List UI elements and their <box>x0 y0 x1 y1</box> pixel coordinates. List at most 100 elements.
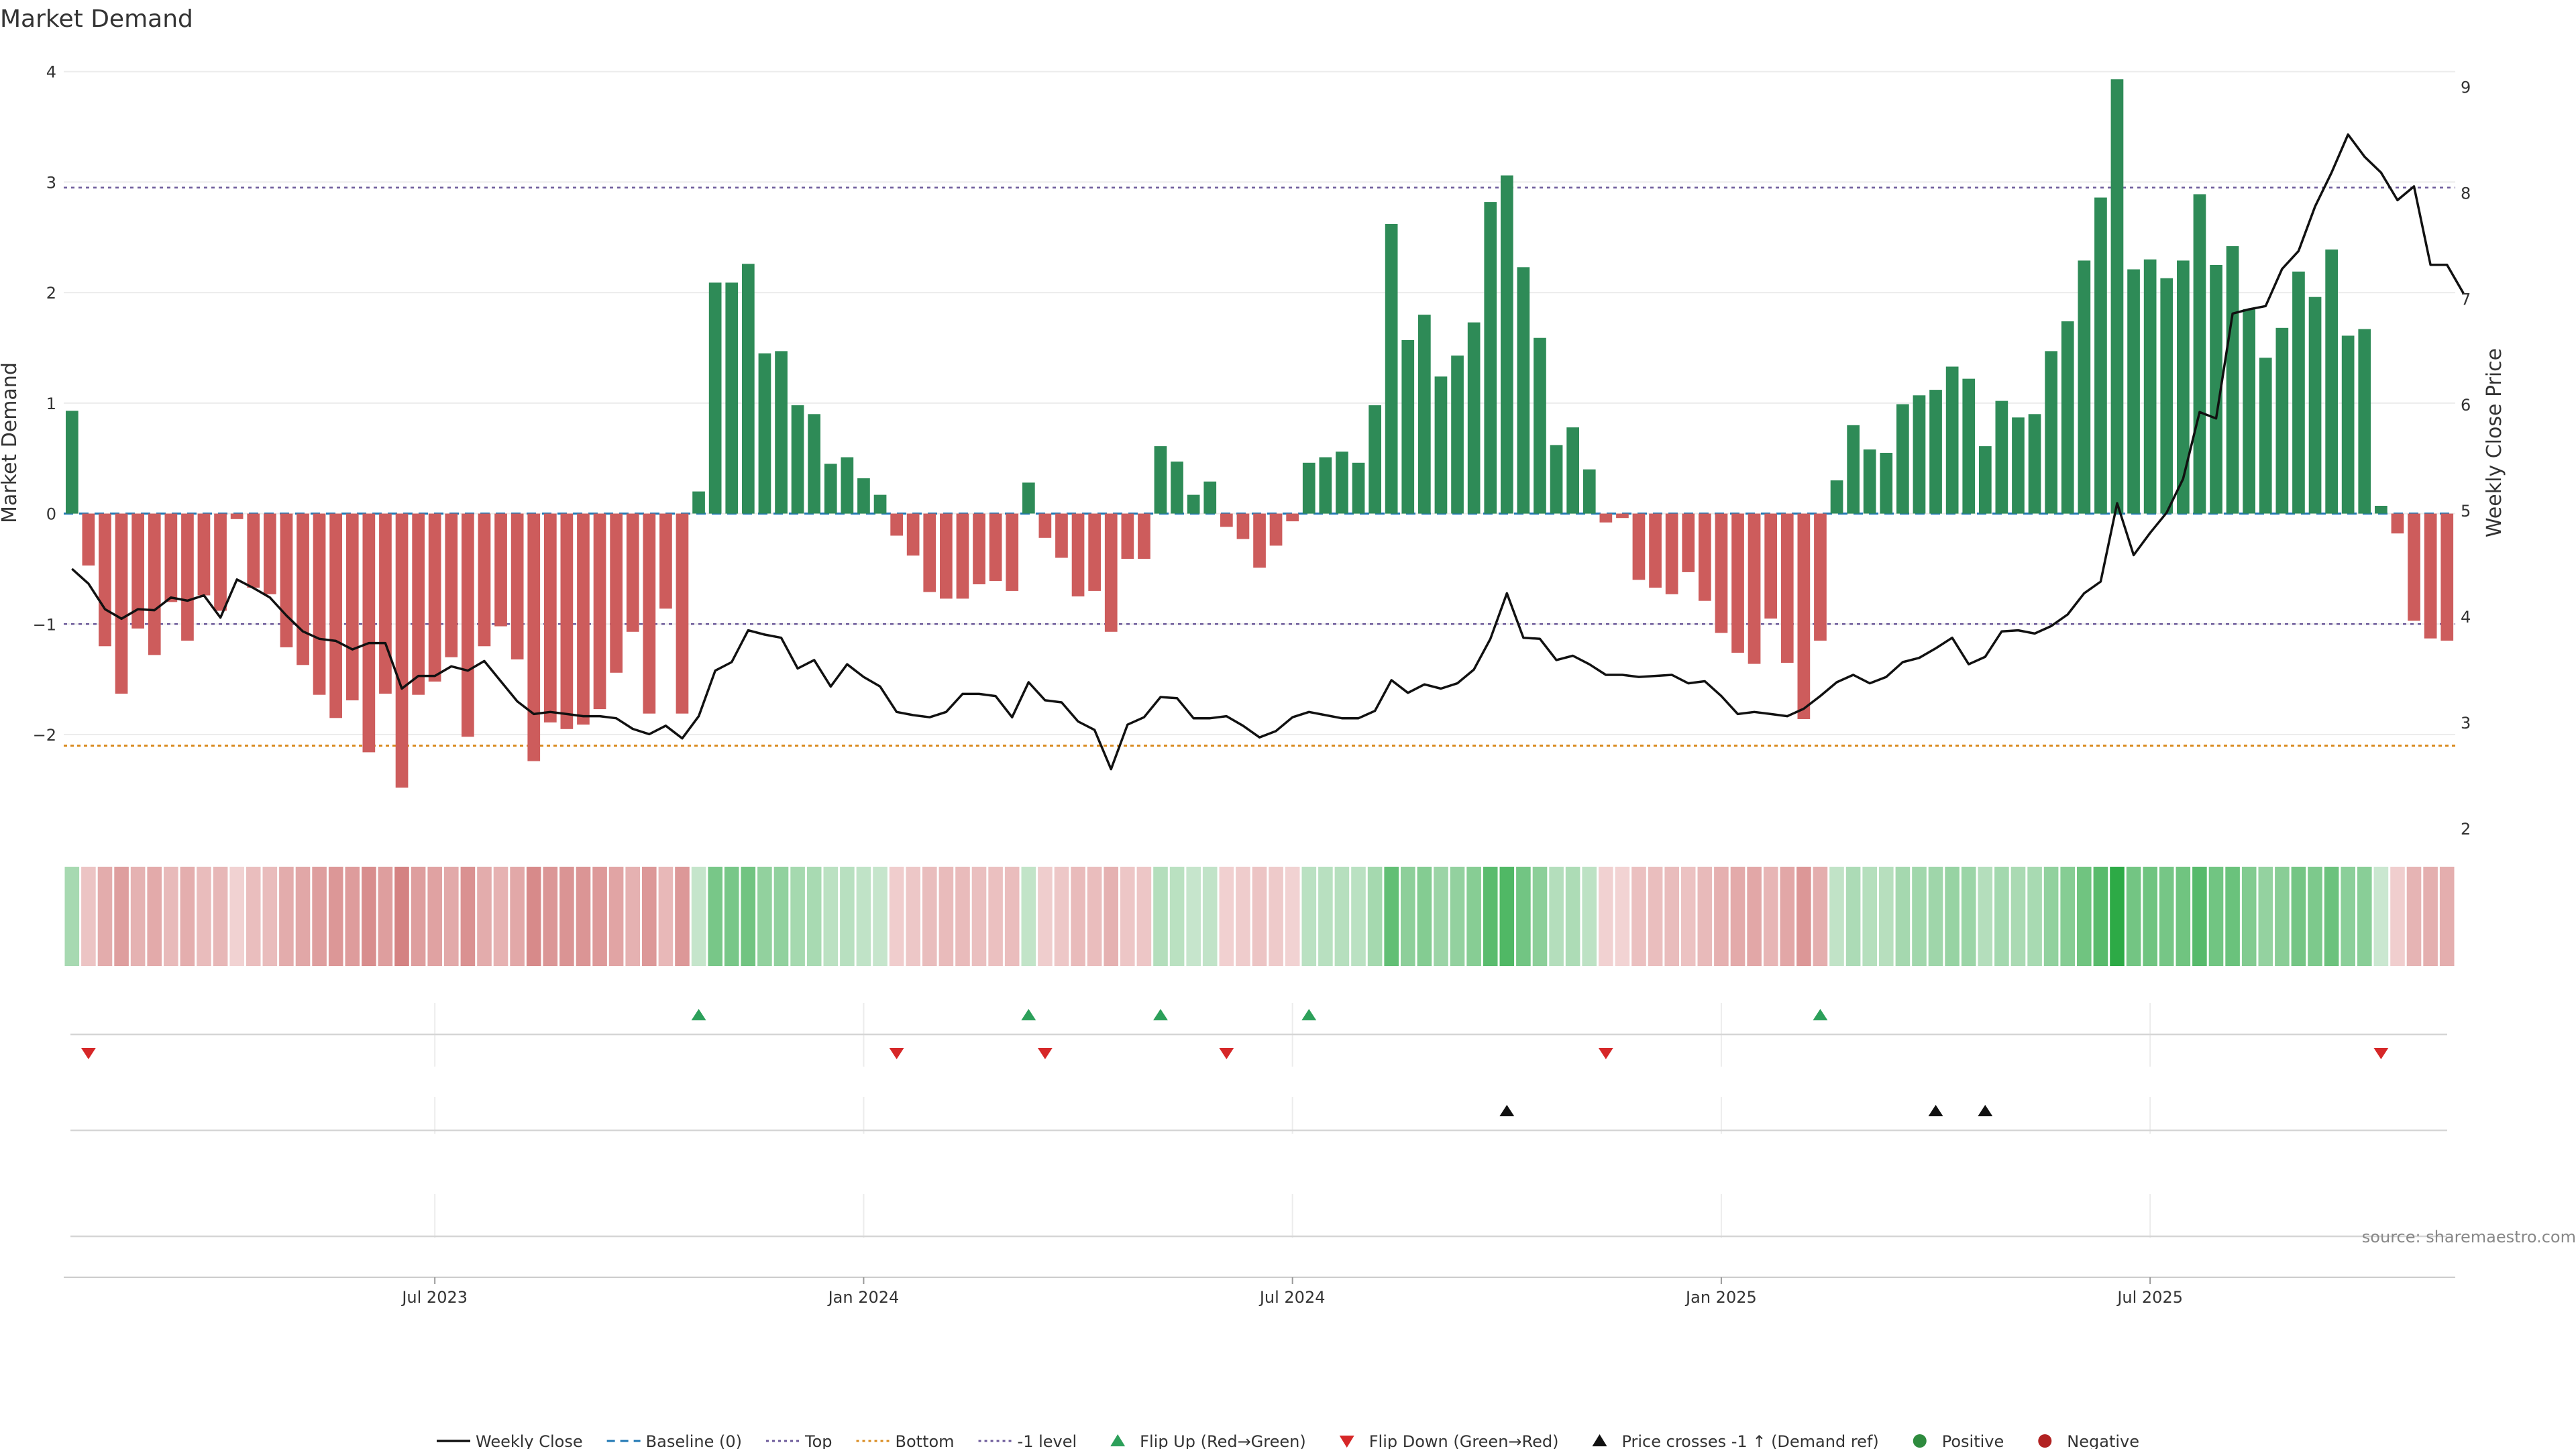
heat-cell <box>2324 867 2339 966</box>
demand-bar <box>1665 513 1678 594</box>
heat-cell <box>2275 867 2290 966</box>
heat-cell <box>1120 867 1135 966</box>
demand-bar <box>99 513 111 647</box>
demand-bar <box>362 513 376 753</box>
heat-cell <box>873 867 888 966</box>
demand-bar <box>2243 309 2255 514</box>
demand-bar <box>230 513 244 519</box>
heat-cell <box>180 867 195 966</box>
heat-cell <box>1978 867 1993 966</box>
demand-bar <box>82 513 95 566</box>
demand-bar <box>1319 457 1332 514</box>
x-tick-label: Jul 2023 <box>400 1288 468 1307</box>
demand-bar <box>2391 513 2404 534</box>
heat-cell <box>2241 867 2257 966</box>
heat-cell <box>197 867 211 966</box>
x-tick-label: Jan 2024 <box>827 1288 900 1307</box>
weekly-close-line-group <box>71 133 2465 771</box>
heat-cell <box>2176 867 2191 966</box>
demand-bar <box>214 513 227 611</box>
demand-bar <box>1501 175 1513 514</box>
heat-cell <box>1071 867 1085 966</box>
demand-bar <box>758 353 771 514</box>
demand-bar <box>1484 202 1497 514</box>
heat-cell <box>2225 867 2240 966</box>
flip-down-marker <box>2373 1048 2389 1059</box>
heat-cell <box>2027 867 2042 966</box>
heat-cell <box>1912 867 1927 966</box>
demand-bar <box>1582 469 1596 514</box>
heat-cell <box>2208 867 2224 966</box>
heat-cell <box>955 867 970 966</box>
heat-cell <box>1565 867 1580 966</box>
demand-bar <box>2028 414 2041 514</box>
heat-cell <box>460 867 476 966</box>
heat-cell <box>1367 867 1383 966</box>
heat-cell <box>1401 867 1415 966</box>
demand-bar <box>775 351 788 514</box>
demand-bar <box>2275 327 2289 514</box>
demand-bar <box>1715 513 1728 633</box>
heat-cell <box>608 867 624 966</box>
heat-cell <box>411 867 426 966</box>
heat-cell <box>2423 867 2438 966</box>
demand-bar <box>791 405 804 514</box>
heat-cell <box>427 867 442 966</box>
demand-bar <box>478 513 491 647</box>
heat-cell <box>988 867 1003 966</box>
demand-bar <box>560 513 574 729</box>
heat-cell <box>741 867 756 966</box>
heat-cell <box>1780 867 1795 966</box>
demand-bar <box>1286 513 1299 522</box>
demand-bar <box>2226 246 2239 514</box>
heat-cell <box>1615 867 1630 966</box>
heat-cell <box>840 867 855 966</box>
event-panels <box>70 1003 2447 1238</box>
demand-bar <box>857 478 870 514</box>
heat-cell <box>1038 867 1053 966</box>
flip-up-marker <box>1152 1009 1168 1020</box>
demand-bar <box>2160 278 2174 514</box>
heat-cell <box>1285 867 1300 966</box>
legend-label: Baseline (0) <box>646 1432 742 1449</box>
heat-cell <box>576 867 591 966</box>
legend-swatch <box>2038 1434 2052 1448</box>
demand-bar <box>742 264 755 514</box>
demand-bar <box>1451 356 1464 514</box>
demand-bar <box>345 513 359 700</box>
heat-cell <box>2159 867 2174 966</box>
demand-bar <box>1187 494 1200 514</box>
heat-cell <box>642 867 657 966</box>
demand-bar <box>676 513 689 714</box>
demand-bar <box>329 513 342 718</box>
y2-tick-label: 6 <box>2461 396 2471 415</box>
heat-cell <box>773 867 789 966</box>
heat-cell <box>559 867 574 966</box>
y2-axis-ticks: 2 3 4 5 6 7 8 9 <box>2461 78 2471 839</box>
price-cross-marker <box>1499 1105 1515 1116</box>
y-tick-label: −1 <box>33 615 56 634</box>
heat-cell <box>229 867 244 966</box>
demand-bar <box>1121 513 1134 559</box>
heat-cell <box>1648 867 1663 966</box>
heat-cell <box>345 867 360 966</box>
heat-cell <box>1004 867 1020 966</box>
heat-cell <box>1252 867 1267 966</box>
y2-tick-label: 4 <box>2461 608 2471 627</box>
demand-bar <box>462 513 474 737</box>
heat-cell <box>246 867 261 966</box>
heat-cell <box>2010 867 2026 966</box>
legend-swatch <box>1592 1434 1607 1446</box>
demand-bar <box>1682 513 1695 572</box>
demand-bar <box>808 414 820 514</box>
heat-cell <box>1236 867 1250 966</box>
demand-bar <box>1236 513 1250 539</box>
demand-bar <box>1896 404 1909 514</box>
demand-bar <box>890 513 903 536</box>
heat-cell <box>1219 867 1234 966</box>
heat-cell <box>1384 867 1399 966</box>
demand-bar <box>1088 513 1101 591</box>
demand-bar <box>824 464 837 514</box>
demand-bar <box>1467 322 1481 514</box>
